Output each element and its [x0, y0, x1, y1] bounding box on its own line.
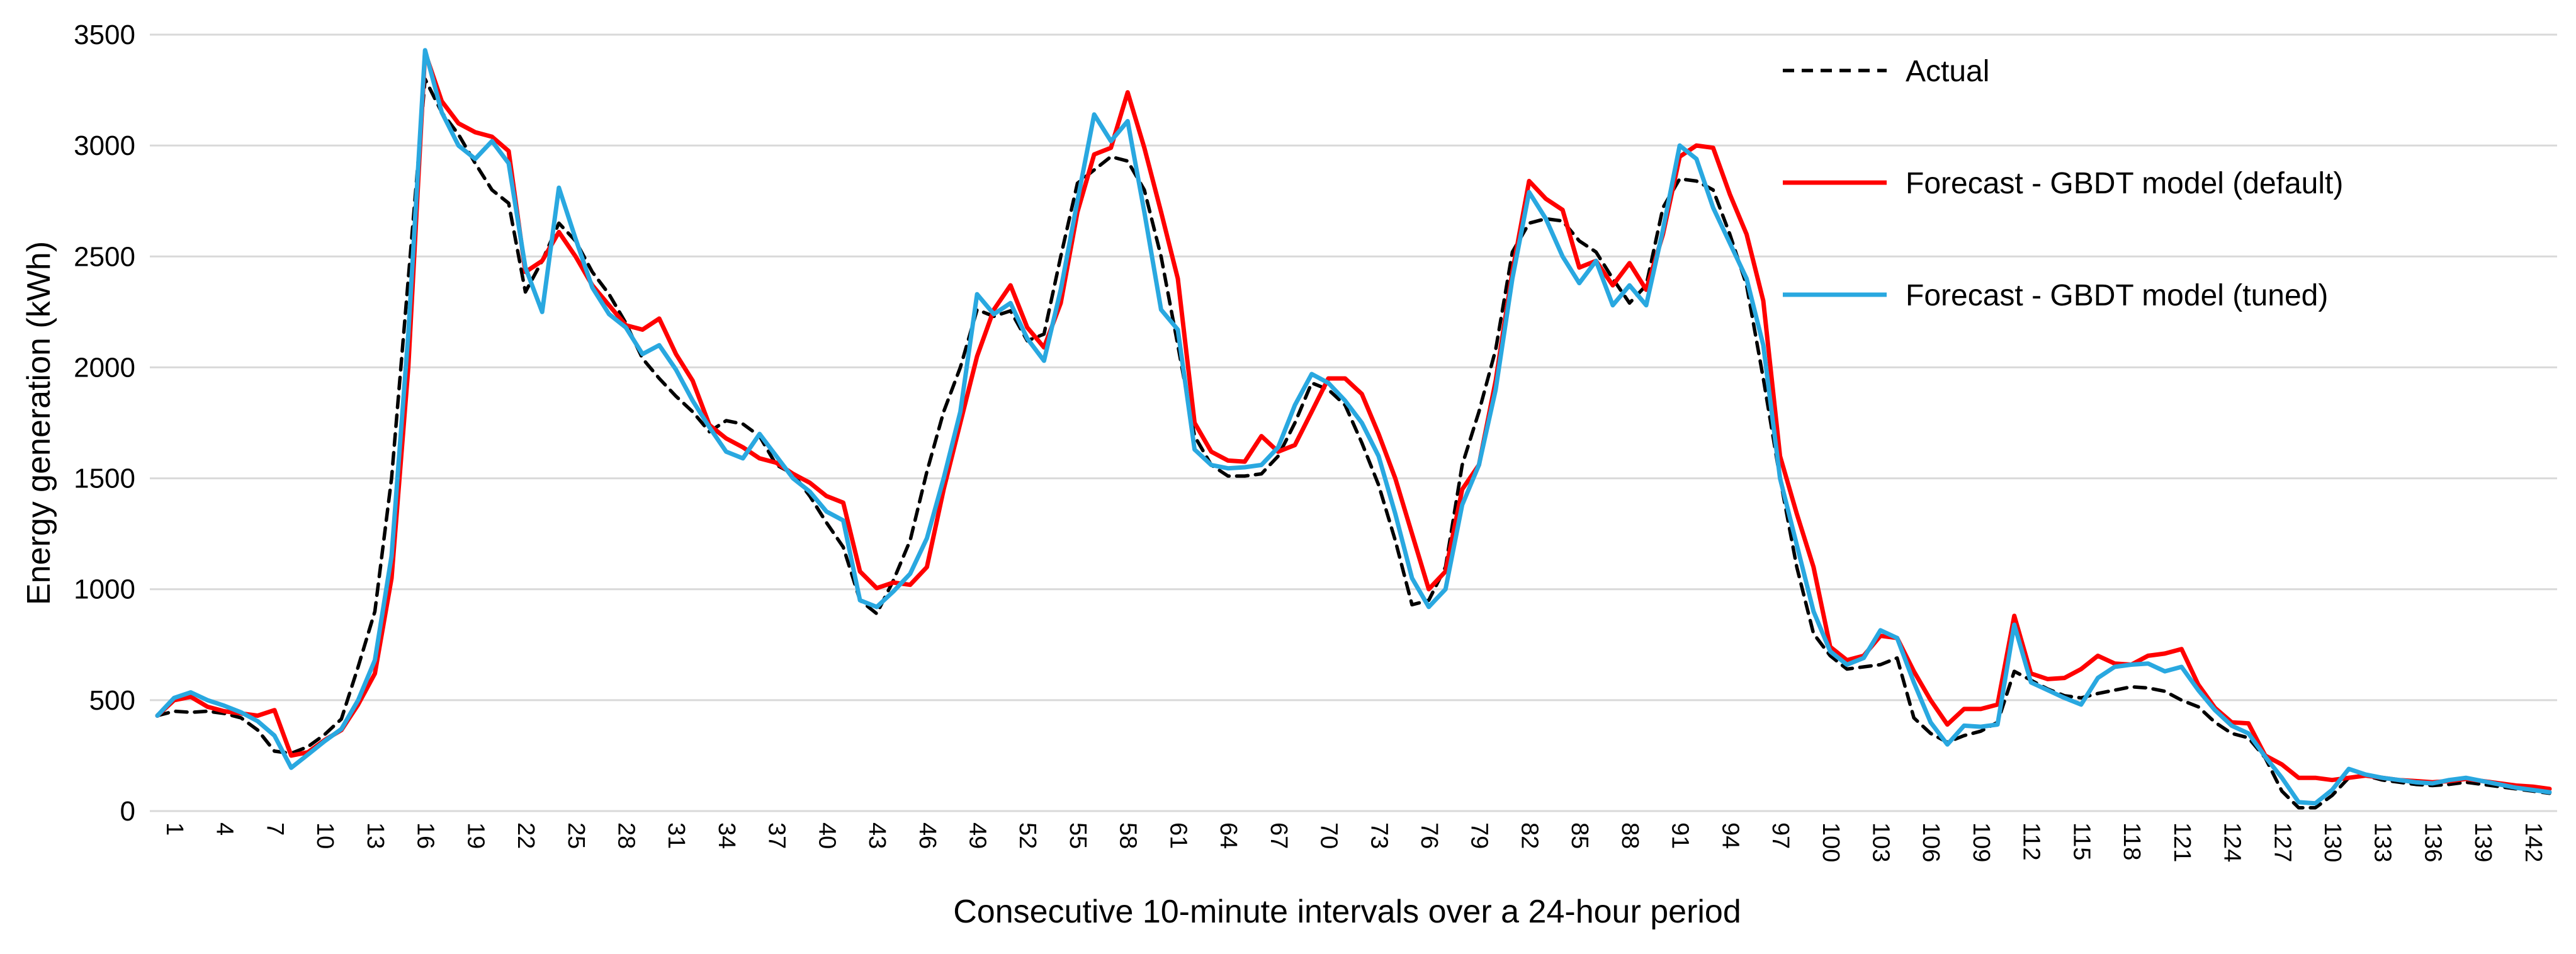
- x-tick-label: 106: [1918, 822, 1944, 862]
- x-tick-label: 64: [1215, 822, 1241, 849]
- y-tick-label: 500: [89, 685, 135, 716]
- y-tick-label: 2000: [74, 352, 135, 383]
- x-tick-label: 103: [1867, 822, 1894, 862]
- x-tick-label: 22: [512, 822, 539, 849]
- x-tick-label: 130: [2319, 822, 2346, 862]
- x-tick-label: 97: [1767, 822, 1794, 849]
- y-axis-title: Energy generation (kWh): [21, 241, 57, 606]
- x-tick-label: 31: [663, 822, 689, 849]
- x-tick-label: 13: [362, 822, 388, 849]
- legend-label-2: Forecast - GBDT model (tuned): [1906, 279, 2328, 312]
- x-tick-label: 67: [1265, 822, 1292, 849]
- x-tick-label: 142: [2520, 822, 2546, 862]
- x-tick-label: 118: [2118, 822, 2145, 861]
- x-tick-label: 43: [864, 822, 890, 849]
- x-tick-label: 55: [1065, 822, 1091, 849]
- x-tick-label: 100: [1817, 822, 1844, 862]
- legend-label-0: Actual: [1906, 55, 1989, 88]
- x-tick-label: 70: [1316, 822, 1342, 849]
- x-tick-label: 28: [613, 822, 639, 849]
- y-tick-label: 3000: [74, 130, 135, 161]
- y-tick-label: 1500: [74, 463, 135, 494]
- x-tick-label: 40: [813, 822, 840, 849]
- x-tick-label: 49: [964, 822, 991, 849]
- series-line-2: [155, 48, 2552, 806]
- x-tick-label: 76: [1416, 822, 1442, 849]
- x-tick-label: 109: [1968, 822, 1994, 862]
- x-tick-label: 52: [1014, 822, 1041, 849]
- x-tick-label: 139: [2470, 822, 2496, 862]
- series-line-0: [155, 77, 2551, 810]
- x-axis-title: Consecutive 10-minute intervals over a 2…: [953, 894, 1741, 930]
- x-tick-label: 4: [212, 822, 238, 836]
- x-tick-label: 115: [2068, 822, 2094, 861]
- x-tick-label: 133: [2370, 822, 2396, 862]
- x-tick-label: 127: [2269, 822, 2295, 862]
- x-tick-label: 10: [312, 822, 338, 849]
- x-tick-label: 16: [412, 822, 439, 849]
- x-tick-label: 91: [1667, 822, 1693, 849]
- y-tick-label: 2500: [74, 241, 135, 272]
- x-tick-label: 37: [764, 822, 790, 849]
- x-tick-label: 46: [914, 822, 941, 849]
- x-tick-label: 124: [2219, 822, 2246, 862]
- x-tick-label: 61: [1165, 822, 1191, 849]
- x-tick-label: 58: [1115, 822, 1141, 849]
- x-tick-label: 88: [1617, 822, 1643, 849]
- x-tick-label: 34: [713, 822, 740, 849]
- x-tick-label: 73: [1365, 822, 1392, 849]
- x-tick-label: 94: [1717, 822, 1743, 849]
- x-tick-label: 1: [161, 822, 188, 836]
- x-tick-label: 112: [2018, 822, 2045, 861]
- x-tick-label: 136: [2419, 822, 2446, 862]
- y-tick-label: 1000: [74, 574, 135, 605]
- x-tick-label: 7: [261, 822, 288, 836]
- legend-label-1: Forecast - GBDT model (default): [1906, 167, 2343, 200]
- x-tick-label: 79: [1466, 822, 1493, 849]
- y-tick-label: 0: [120, 796, 135, 827]
- series-line-1: [155, 50, 2552, 792]
- x-tick-label: 19: [462, 822, 489, 849]
- x-tick-label: 25: [563, 822, 589, 849]
- y-tick-label: 3500: [74, 20, 135, 50]
- x-tick-label: 121: [2169, 822, 2195, 862]
- x-tick-label: 85: [1566, 822, 1593, 849]
- x-tick-label: 82: [1516, 822, 1542, 849]
